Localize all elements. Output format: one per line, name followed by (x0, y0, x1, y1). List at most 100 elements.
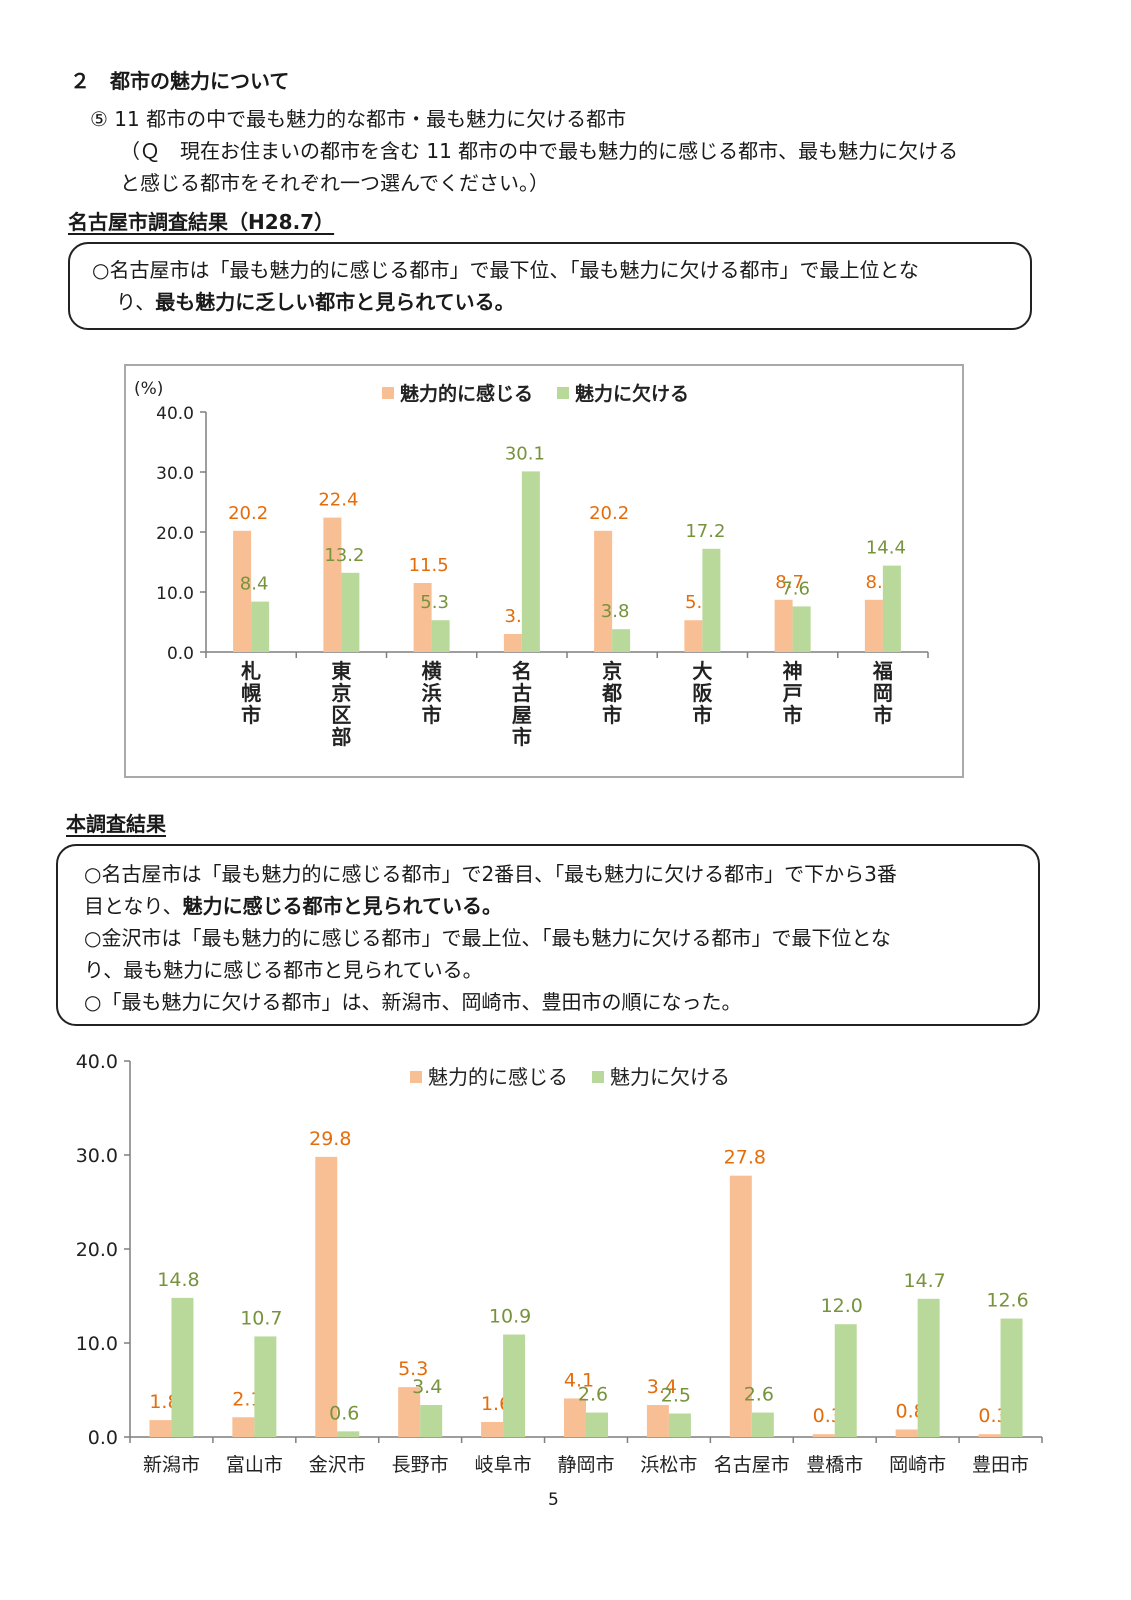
x-tick-label-char: 浜 (422, 681, 442, 705)
this-survey-box: ○名古屋市は「最も魅力的に感じる都市」で2番目、「最も魅力に欠ける都市」で下から… (56, 844, 1040, 1026)
bar-attractive (594, 530, 613, 652)
y-tick-label: 40.0 (76, 1051, 118, 1073)
bar-lacking (251, 601, 270, 652)
bar-attractive (481, 1421, 504, 1437)
x-tick-label-char: 市 (873, 703, 893, 727)
x-tick-label: 豊橋市 (806, 1454, 863, 1476)
x-tick-label-char: 古 (512, 681, 532, 705)
y-tick-label: 20.0 (76, 1239, 118, 1261)
bar-attractive (684, 620, 703, 652)
data-label-lacking: 2.5 (661, 1385, 691, 1407)
y-tick-label: 40.0 (156, 404, 194, 424)
x-tick-label-char: 京 (331, 681, 351, 705)
bar-attractive (398, 1387, 421, 1437)
x-tick-label-char: 東 (331, 659, 351, 683)
nagoya-survey-title: 名古屋市調査結果（H28.7） (68, 210, 335, 234)
y-tick-label: 10.0 (76, 1333, 118, 1355)
x-tick-label: 岡崎市 (889, 1454, 946, 1476)
x-tick-label-char: 市 (241, 703, 261, 727)
nagoya-summary-line-1: ○名古屋市は「最も魅力的に感じる都市」で最下位、「最も魅力に欠ける都市」で最上位… (92, 258, 919, 282)
x-tick-label-char: 岡 (873, 681, 893, 705)
data-label-lacking: 14.7 (903, 1270, 945, 1292)
x-tick-label: 浜松市 (640, 1454, 697, 1476)
bar-attractive (413, 583, 432, 652)
data-label-lacking: 3.8 (601, 601, 630, 622)
bar-lacking (337, 1431, 360, 1437)
x-tick-label-char: 福 (872, 659, 893, 683)
nagoya-summary-line-2: り、最も魅力に乏しい都市と見られている。 (116, 286, 515, 318)
x-tick-label-char: 区 (331, 703, 351, 727)
bar-attractive (503, 634, 522, 652)
x-tick-label-char: 京 (602, 659, 622, 683)
x-tick-label: 名古屋市 (714, 1454, 790, 1476)
legend-swatch-lacking (592, 1071, 604, 1083)
this-survey-line-1: ○名古屋市は「最も魅力的に感じる都市」で2番目、「最も魅力に欠ける都市」で下から… (84, 862, 897, 886)
legend-label-attractive: 魅力的に感じる (428, 1065, 568, 1089)
x-tick-label-char: 大 (692, 659, 712, 683)
x-tick-label-char: 市 (512, 725, 532, 749)
data-label-attractive: 8.7 (775, 572, 804, 593)
data-label-attractive: 11.5 (409, 555, 449, 576)
x-tick-label-char: 市 (692, 703, 712, 727)
data-label-lacking: 10.7 (240, 1307, 282, 1329)
bar-attractive (978, 1434, 1001, 1437)
x-tick-label-char: 部 (331, 725, 351, 749)
chart1-svg: 0.010.020.030.040.020.28.4札幌市22.413.2東京区… (134, 379, 929, 749)
bar-attractive (864, 599, 883, 652)
x-tick-label-char: 横 (422, 659, 443, 683)
this-survey-line-3: ○金沢市は「最も魅力的に感じる都市」で最上位、「最も魅力に欠ける都市」で最下位と… (84, 926, 891, 950)
question-line-2: と感じる都市をそれぞれ一つ選んでください。） (120, 171, 549, 195)
this-survey-line-5: ○「最も魅力に欠ける都市」は、新潟市、岡崎市、豊田市の順になった。 (84, 990, 742, 1014)
data-label-attractive: 20.2 (589, 503, 629, 524)
page-number: 5 (548, 1490, 559, 1510)
legend-label-lacking: 魅力に欠ける (610, 1065, 730, 1089)
x-tick-label: 長野市 (392, 1454, 449, 1476)
data-label-attractive: 20.2 (228, 503, 268, 524)
legend-swatch-lacking (557, 387, 569, 399)
bar-lacking (612, 629, 631, 652)
bar-lacking (420, 1405, 443, 1437)
nagoya-summary-emphasis: 最も魅力に乏しい都市と見られている。 (155, 290, 515, 314)
this-survey-line-2-emphasis: 魅力に感じる都市と見られている。 (182, 894, 503, 918)
x-tick-label-char: 市 (422, 703, 442, 727)
bar-lacking (586, 1412, 608, 1437)
this-survey-line-2: 目となり、魅力に感じる都市と見られている。 (84, 890, 502, 922)
data-label-lacking: 14.8 (157, 1269, 199, 1291)
x-tick-label: 岐阜市 (475, 1454, 532, 1476)
data-label-attractive: 27.8 (724, 1147, 766, 1169)
question-title: ⑤ 11 都市の中で最も魅力的な都市・最も魅力に欠ける都市 (90, 107, 627, 131)
y-tick-label: 30.0 (76, 1145, 118, 1167)
bar-lacking (171, 1297, 194, 1437)
x-tick-label-char: 屋 (512, 703, 532, 727)
bar-attractive (232, 1417, 255, 1437)
nagoya-summary-prefix: り、 (116, 290, 156, 314)
this-survey-line-4: り、最も魅力に感じる都市と見られている。 (84, 958, 483, 982)
bar-lacking (751, 1412, 774, 1437)
bar-lacking (792, 606, 811, 652)
bar-lacking (1000, 1318, 1023, 1437)
data-label-attractive: 5.3 (398, 1358, 428, 1380)
section-heading: ２ 都市の魅力について (70, 69, 290, 93)
data-label-attractive: 4.1 (564, 1369, 594, 1391)
bar-attractive (233, 530, 252, 652)
x-tick-label-char: 札 (240, 659, 261, 683)
x-tick-label-char: 名 (512, 659, 532, 683)
data-label-lacking: 13.2 (324, 545, 364, 566)
bar-lacking (834, 1324, 857, 1437)
x-tick-label: 豊田市 (972, 1454, 1029, 1476)
bar-attractive (729, 1175, 752, 1437)
y-tick-label: 20.0 (156, 524, 194, 544)
data-label-lacking: 7.6 (781, 578, 810, 599)
y-tick-label: 0.0 (88, 1427, 118, 1449)
data-label-attractive: 3.4 (647, 1376, 677, 1398)
x-tick-label-char: 戸 (783, 681, 803, 705)
data-label-lacking: 3.4 (412, 1376, 442, 1398)
bar-lacking (254, 1336, 277, 1437)
bar-lacking (341, 572, 360, 652)
question-line-1: （Ｑ 現在お住まいの都市を含む 11 都市の中で最も魅力的に感じる都市、最も魅力… (120, 139, 959, 163)
bar-attractive (323, 517, 342, 652)
data-label-attractive: 22.4 (318, 490, 358, 511)
bar-lacking (431, 620, 450, 652)
data-label-lacking: 14.4 (866, 538, 906, 559)
this-survey-line-2-prefix: 目となり、 (84, 894, 183, 918)
